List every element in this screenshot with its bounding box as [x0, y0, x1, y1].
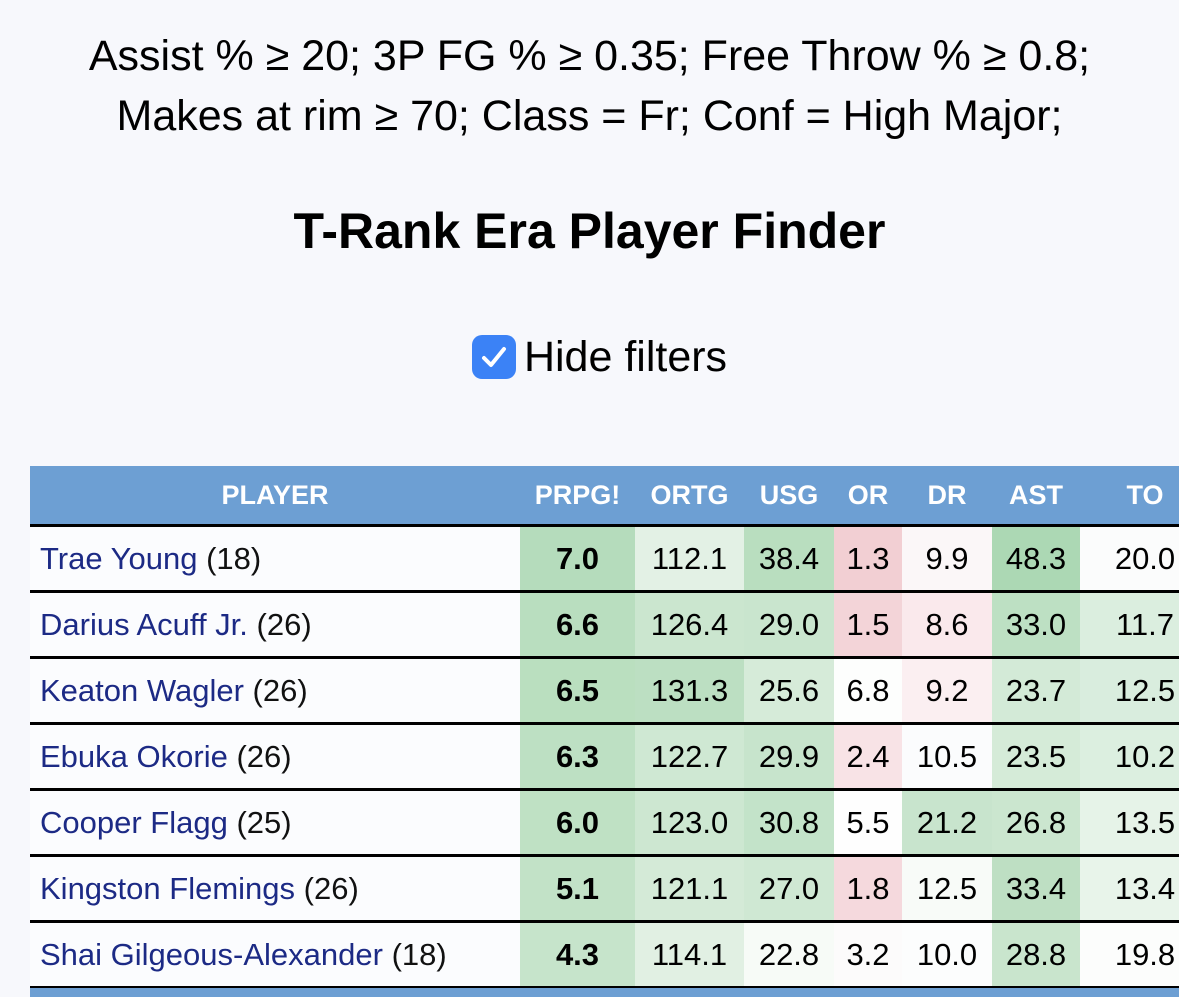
player-name-link[interactable]: Darius Acuff Jr. [40, 606, 248, 642]
player-cell: Shai Gilgeous-Alexander (18) [30, 921, 520, 989]
usg-cell: 27.0 [744, 855, 834, 923]
checkmark-icon [481, 347, 506, 367]
player-name-link[interactable]: Keaton Wagler [40, 672, 244, 708]
table-row: Shai Gilgeous-Alexander (18) 4.3 114.1 2… [30, 921, 1179, 989]
to-cell: 10.2 [1080, 723, 1179, 791]
player-draft-pick: (18) [206, 540, 262, 576]
dr-cell: 8.6 [902, 591, 992, 659]
ast-cell: 48.3 [992, 525, 1080, 593]
table-row: Keaton Wagler (26) 6.5 131.3 25.6 6.8 9.… [30, 657, 1179, 725]
table-header-row: PLAYER PRPG! ORTG USG OR DR AST TO [30, 466, 1179, 527]
table-row: Trae Young (18) 7.0 112.1 38.4 1.3 9.9 4… [30, 525, 1179, 593]
ortg-cell: 112.1 [635, 525, 744, 593]
or-cell: 1.5 [834, 591, 902, 659]
column-header-prpg[interactable]: PRPG! [520, 466, 635, 527]
column-header-to[interactable]: TO [1080, 466, 1179, 527]
dr-cell: 9.9 [902, 525, 992, 593]
player-results-table: PLAYER PRPG! ORTG USG OR DR AST TO Trae … [30, 466, 1179, 989]
to-cell: 11.7 [1080, 591, 1179, 659]
player-cell: Cooper Flagg (25) [30, 789, 520, 857]
or-cell: 2.4 [834, 723, 902, 791]
ast-cell: 23.7 [992, 657, 1080, 725]
dr-cell: 10.0 [902, 921, 992, 989]
prpg-cell: 5.1 [520, 855, 635, 923]
ast-cell: 33.4 [992, 855, 1080, 923]
player-cell: Trae Young (18) [30, 525, 520, 593]
or-cell: 5.5 [834, 789, 902, 857]
to-cell: 13.5 [1080, 789, 1179, 857]
table-row: Darius Acuff Jr. (26) 6.6 126.4 29.0 1.5… [30, 591, 1179, 659]
or-cell: 1.3 [834, 525, 902, 593]
dr-cell: 21.2 [902, 789, 992, 857]
table-row: Cooper Flagg (25) 6.0 123.0 30.8 5.5 21.… [30, 789, 1179, 857]
ast-cell: 26.8 [992, 789, 1080, 857]
player-draft-pick: (25) [236, 804, 292, 840]
hide-filters-label: Hide filters [523, 333, 728, 381]
filter-summary-line-1: Assist % ≥ 20; 3P FG % ≥ 0.35; Free Thro… [88, 32, 1091, 80]
usg-cell: 38.4 [744, 525, 834, 593]
to-cell: 12.5 [1080, 657, 1179, 725]
ortg-cell: 131.3 [635, 657, 744, 725]
prpg-cell: 6.6 [520, 591, 635, 659]
ortg-cell: 121.1 [635, 855, 744, 923]
usg-cell: 29.9 [744, 723, 834, 791]
prpg-cell: 4.3 [520, 921, 635, 989]
ortg-cell: 126.4 [635, 591, 744, 659]
player-cell: Ebuka Okorie (26) [30, 723, 520, 791]
filter-summary: Assist % ≥ 20; 3P FG % ≥ 0.35; Free Thro… [0, 26, 1179, 146]
player-draft-pick: (26) [252, 672, 308, 708]
player-name-link[interactable]: Trae Young [40, 540, 198, 576]
player-results-table-container: PLAYER PRPG! ORTG USG OR DR AST TO Trae … [30, 466, 1179, 997]
prpg-cell: 7.0 [520, 525, 635, 593]
column-header-ortg[interactable]: ORTG [635, 466, 744, 527]
dr-cell: 9.2 [902, 657, 992, 725]
ast-cell: 33.0 [992, 591, 1080, 659]
column-header-ast[interactable]: AST [992, 466, 1080, 527]
or-cell: 3.2 [834, 921, 902, 989]
to-cell: 20.0 [1080, 525, 1179, 593]
ortg-cell: 114.1 [635, 921, 744, 989]
player-name-link[interactable]: Shai Gilgeous-Alexander [40, 936, 383, 972]
to-cell: 19.8 [1080, 921, 1179, 989]
hide-filters-checkbox[interactable] [471, 335, 516, 379]
table-footer-band [30, 988, 1179, 997]
prpg-cell: 6.0 [520, 789, 635, 857]
player-draft-pick: (26) [236, 738, 292, 774]
player-draft-pick: (26) [303, 870, 359, 906]
hide-filters-toggle[interactable]: Hide filters [0, 330, 1179, 384]
table-row: Kingston Flemings (26) 5.1 121.1 27.0 1.… [30, 855, 1179, 923]
usg-cell: 25.6 [744, 657, 834, 725]
dr-cell: 10.5 [902, 723, 992, 791]
player-cell: Keaton Wagler (26) [30, 657, 520, 725]
player-name-link[interactable]: Ebuka Okorie [40, 738, 228, 774]
ast-cell: 28.8 [992, 921, 1080, 989]
player-cell: Darius Acuff Jr. (26) [30, 591, 520, 659]
page-title: T-Rank Era Player Finder [293, 203, 886, 259]
ortg-cell: 123.0 [635, 789, 744, 857]
or-cell: 6.8 [834, 657, 902, 725]
prpg-cell: 6.5 [520, 657, 635, 725]
usg-cell: 29.0 [744, 591, 834, 659]
ast-cell: 23.5 [992, 723, 1080, 791]
to-cell: 13.4 [1080, 855, 1179, 923]
prpg-cell: 6.3 [520, 723, 635, 791]
column-header-or[interactable]: OR [834, 466, 902, 527]
player-draft-pick: (26) [256, 606, 312, 642]
player-name-link[interactable]: Kingston Flemings [40, 870, 296, 906]
or-cell: 1.8 [834, 855, 902, 923]
column-header-player[interactable]: PLAYER [30, 466, 520, 527]
player-name-link[interactable]: Cooper Flagg [40, 804, 228, 840]
usg-cell: 30.8 [744, 789, 834, 857]
filter-summary-line-2: Makes at rim ≥ 70; Class = Fr; Conf = Hi… [116, 92, 1063, 140]
player-draft-pick: (18) [391, 936, 447, 972]
table-row: Ebuka Okorie (26) 6.3 122.7 29.9 2.4 10.… [30, 723, 1179, 791]
column-header-dr[interactable]: DR [902, 466, 992, 527]
column-header-usg[interactable]: USG [744, 466, 834, 527]
dr-cell: 12.5 [902, 855, 992, 923]
usg-cell: 22.8 [744, 921, 834, 989]
player-cell: Kingston Flemings (26) [30, 855, 520, 923]
ortg-cell: 122.7 [635, 723, 744, 791]
